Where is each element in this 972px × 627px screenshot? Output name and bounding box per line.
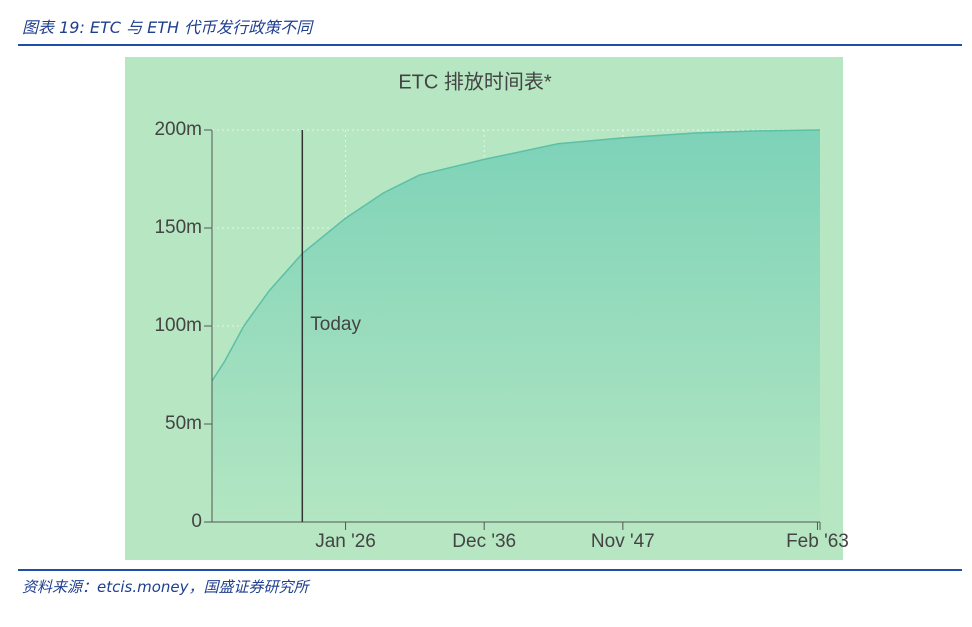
y-tick-label: 50m	[165, 413, 202, 434]
footer-rule	[18, 569, 962, 571]
chart-title: ETC 排放时间表*	[398, 70, 552, 93]
y-tick-label: 100m	[154, 315, 202, 336]
x-tick-label: Dec '36	[452, 531, 516, 552]
y-tick-label: 200m	[154, 119, 202, 140]
source: 资料来源：etcis.money，国盛证券研究所	[22, 578, 309, 596]
y-tick-label: 0	[191, 511, 202, 532]
figure-title: 图表 19: ETC 与 ETH 代币发行政策不同	[22, 18, 313, 37]
x-tick-label: Nov '47	[591, 531, 655, 552]
x-tick-label: Jan '26	[315, 531, 376, 552]
x-tick-label: Feb '63	[786, 531, 849, 552]
annotation: Today	[310, 314, 361, 335]
y-tick-label: 150m	[154, 217, 202, 238]
area	[212, 130, 820, 522]
line	[211, 129, 821, 382]
header-rule	[18, 44, 962, 46]
